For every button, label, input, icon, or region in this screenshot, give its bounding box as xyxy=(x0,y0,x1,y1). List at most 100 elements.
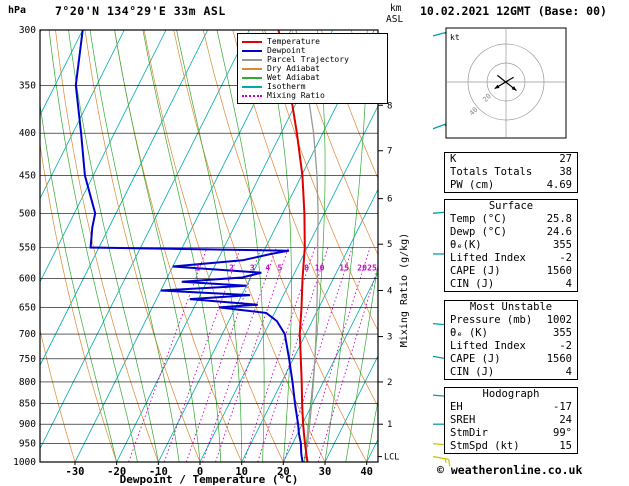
svg-text:3: 3 xyxy=(250,264,255,273)
svg-text:25: 25 xyxy=(367,264,377,273)
svg-text:950: 950 xyxy=(19,439,36,450)
svg-text:400: 400 xyxy=(19,128,36,139)
stat-row: CAPE (J) 1560 xyxy=(445,353,577,366)
altitude-axis-unit-asl: ASL xyxy=(386,14,404,25)
stat-row: K 27 xyxy=(445,153,577,166)
stat-label: EH xyxy=(450,401,463,413)
svg-text:800: 800 xyxy=(19,377,36,388)
svg-text:10: 10 xyxy=(235,466,248,478)
svg-text:-10: -10 xyxy=(149,466,168,478)
stat-row: Pressure (mb) 1002 xyxy=(445,314,577,327)
panel-indices: K 27 Totals Totals 38 PW (cm) 4.69 xyxy=(444,152,578,193)
stat-row: StmSpd (kt) 15 xyxy=(445,440,577,453)
panel-header-surface: Surface xyxy=(488,200,534,212)
stat-row: SREH 24 xyxy=(445,414,577,427)
stat-value: -2 xyxy=(559,252,572,264)
stat-value: -2 xyxy=(559,340,572,352)
svg-text:1000: 1000 xyxy=(13,457,36,468)
legend-item: Dewpoint xyxy=(242,46,383,55)
stat-label: θₑ(K) xyxy=(450,239,482,251)
svg-text:15: 15 xyxy=(339,264,349,273)
svg-text:3: 3 xyxy=(387,333,392,343)
svg-text:6: 6 xyxy=(387,195,392,205)
svg-text:900: 900 xyxy=(19,419,36,430)
svg-text:10: 10 xyxy=(315,264,325,273)
series-parcel-trajectory xyxy=(295,30,319,462)
temperature-tick-labels: -30 -20 -10 0 10 20 30 40 xyxy=(66,462,373,478)
isotherm-lines xyxy=(40,30,378,462)
stat-value: 4 xyxy=(565,278,572,290)
svg-text:1: 1 xyxy=(387,420,392,430)
legend-item: Mixing Ratio xyxy=(242,91,383,100)
legend-line-dewpoint xyxy=(242,49,262,52)
legend-label: Isotherm xyxy=(267,82,306,91)
legend-label: Wet Adiabat xyxy=(267,73,320,82)
stat-label: K xyxy=(450,153,457,165)
panel-header-most-unstable: Most Unstable xyxy=(469,301,553,313)
legend-label: Parcel Trajectory xyxy=(267,55,349,64)
stat-value: 355 xyxy=(553,239,572,251)
stat-label: Dewp (°C) xyxy=(450,226,507,238)
copyright: © weatheronline.co.uk xyxy=(437,463,583,477)
legend-line-parcel xyxy=(242,58,262,61)
svg-text:750: 750 xyxy=(19,354,36,365)
svg-text:7: 7 xyxy=(387,147,392,157)
svg-text:1: 1 xyxy=(195,264,200,273)
svg-text:700: 700 xyxy=(19,329,36,340)
stat-label: CIN (J) xyxy=(450,366,495,378)
wind-barb-icon xyxy=(432,455,451,467)
svg-text:650: 650 xyxy=(19,302,36,313)
stat-label: Pressure (mb) xyxy=(450,314,533,326)
svg-text:300: 300 xyxy=(19,25,36,36)
series-temperature xyxy=(277,30,309,462)
altitude-axis-unit-km: km xyxy=(390,3,402,14)
svg-text:8: 8 xyxy=(304,264,309,273)
svg-text:2: 2 xyxy=(229,264,234,273)
stat-label: CAPE (J) xyxy=(450,353,501,365)
stat-label: Temp (°C) xyxy=(450,213,507,225)
stat-value: 38 xyxy=(559,166,572,178)
svg-text:30: 30 xyxy=(319,466,332,478)
lcl-label: LCL xyxy=(384,453,399,463)
legend-item: Dry Adiabat xyxy=(242,64,383,73)
stat-label: StmDir xyxy=(450,427,488,439)
mixing-ratio-labels: 1 2 3 4 5 8 10 15 20 25 xyxy=(195,264,377,273)
svg-text:350: 350 xyxy=(19,80,36,91)
svg-text:500: 500 xyxy=(19,208,36,219)
stat-row: EH -17 xyxy=(445,401,577,414)
legend-item: Parcel Trajectory xyxy=(242,55,383,64)
stat-label: SREH xyxy=(450,414,476,426)
hodograph-ring-label: 20 xyxy=(481,92,493,104)
stat-row: PW (cm) 4.69 xyxy=(445,179,577,192)
stat-row: Totals Totals 38 xyxy=(445,166,577,179)
legend-label: Mixing Ratio xyxy=(267,91,325,100)
stat-label: θₑ (K) xyxy=(450,327,488,339)
svg-text:-30: -30 xyxy=(66,466,85,478)
svg-text:20: 20 xyxy=(277,466,290,478)
legend-label: Dry Adiabat xyxy=(267,64,320,73)
panel-header-hodograph: Hodograph xyxy=(482,388,540,400)
svg-text:2: 2 xyxy=(387,378,392,388)
legend-label: Temperature xyxy=(267,37,320,46)
legend-line-dry_adiabat xyxy=(242,67,262,70)
x-axis-title: Dewpoint / Temperature (°C) xyxy=(119,473,299,486)
svg-text:-20: -20 xyxy=(107,466,126,478)
svg-text:550: 550 xyxy=(19,242,36,253)
stat-label: StmSpd (kt) xyxy=(450,440,520,452)
plot-frame xyxy=(39,29,379,463)
stat-row: Lifted Index -2 xyxy=(445,252,577,265)
svg-text:4: 4 xyxy=(387,286,392,296)
chart-legend: Temperature Dewpoint Parcel Trajectory Dry … xyxy=(237,33,388,104)
sounding-curves xyxy=(74,30,319,462)
stat-row: Lifted Index -2 xyxy=(445,340,577,353)
svg-text:450: 450 xyxy=(19,170,36,181)
station-title: 7°20'N 134°29'E 33m ASL xyxy=(55,4,226,18)
svg-text:8: 8 xyxy=(387,101,392,111)
stat-row: CIN (J) 4 xyxy=(445,278,577,291)
series-dewpoint xyxy=(74,30,304,462)
stat-row: CAPE (J) 1560 xyxy=(445,265,577,278)
svg-text:5: 5 xyxy=(277,264,282,273)
